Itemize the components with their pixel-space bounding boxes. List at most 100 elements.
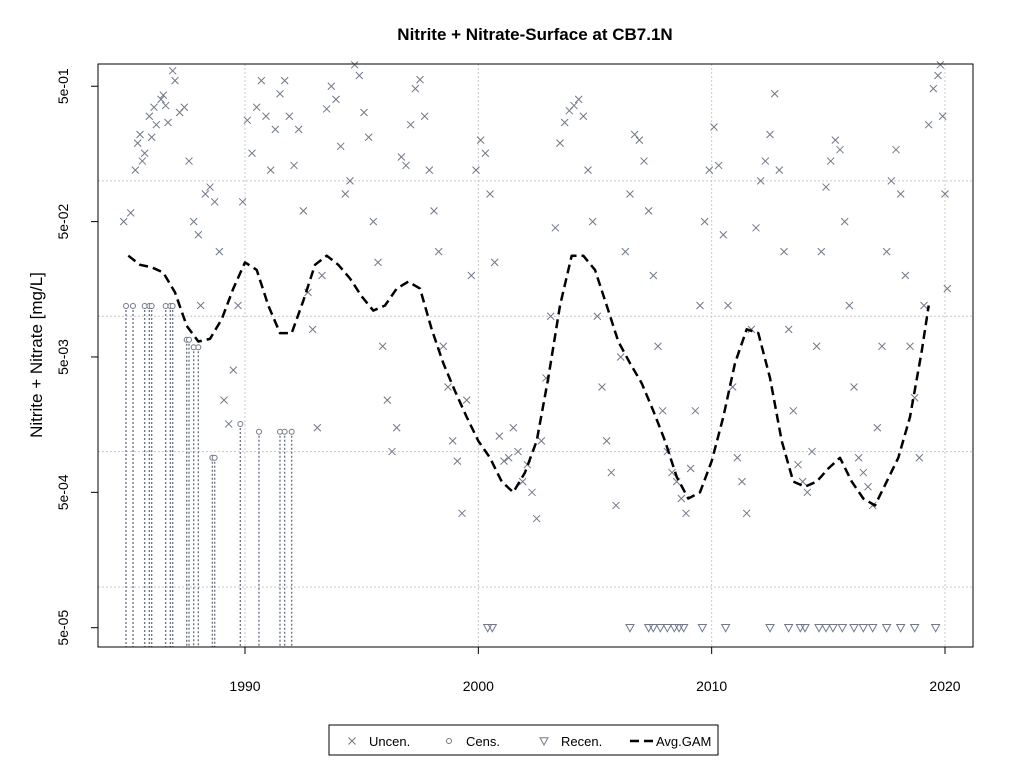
data-point-uncensored [476, 136, 485, 144]
data-point-uncensored [621, 247, 630, 256]
data-point-uncensored [901, 271, 910, 280]
data-point-uncensored [495, 432, 504, 441]
data-point-recensored [881, 623, 892, 633]
y-tick-label: 5e-03 [55, 339, 71, 375]
data-point-uncensored [150, 103, 158, 112]
data-point-uncensored [425, 166, 434, 174]
data-point-uncensored [612, 501, 620, 510]
data-point-censored [169, 302, 176, 309]
data-point-uncensored [598, 383, 606, 391]
data-point-uncensored [560, 118, 569, 127]
data-point-uncensored [220, 396, 228, 404]
data-point-recensored [895, 623, 906, 633]
data-point-uncensored [514, 447, 522, 456]
legend-box [328, 724, 719, 756]
data-point-uncensored [313, 423, 322, 432]
legend-symbol-recensored [539, 737, 549, 747]
data-point-uncensored [271, 125, 280, 134]
data-point-uncensored [308, 325, 317, 334]
data-point-uncensored [938, 112, 947, 121]
data-point-uncensored [873, 423, 882, 432]
data-point-censored [123, 302, 129, 309]
data-point-uncensored [262, 112, 270, 121]
data-point-uncensored [248, 149, 256, 158]
data-point-uncensored [411, 84, 420, 93]
data-point-recensored [655, 623, 666, 633]
data-point-uncensored [742, 509, 751, 518]
data-point-uncensored [430, 207, 438, 215]
data-point-uncensored [784, 325, 793, 334]
data-point-uncensored [840, 217, 849, 226]
data-point-uncensored [434, 247, 443, 256]
data-point-uncensored [602, 437, 611, 445]
data-point-uncensored [448, 437, 457, 445]
data-point-uncensored [528, 488, 536, 497]
x-tick-label: 2020 [929, 678, 960, 694]
legend-label: Cens. [466, 734, 500, 749]
legend-symbol-uncensored [348, 737, 356, 745]
data-point-censored [186, 336, 192, 343]
data-point-uncensored [920, 301, 928, 310]
data-point-recensored [837, 623, 848, 633]
y-tick-label: 5e-01 [55, 68, 71, 104]
data-point-uncensored [439, 342, 448, 351]
data-point-uncensored [882, 247, 891, 256]
x-tick-label: 1990 [229, 678, 260, 694]
data-point-uncensored [285, 112, 294, 121]
data-point-uncensored [276, 89, 284, 98]
data-point-uncensored [724, 301, 732, 310]
data-point-uncensored [593, 312, 602, 321]
data-point-uncensored [747, 325, 756, 334]
data-point-censored [195, 344, 202, 351]
data-point-uncensored [467, 271, 476, 280]
data-point-uncensored [626, 190, 634, 198]
data-point-uncensored [206, 183, 214, 191]
data-point-recensored [669, 623, 680, 633]
data-point-uncensored [210, 197, 219, 206]
data-point-recensored [697, 623, 708, 633]
data-point-uncensored [126, 209, 135, 217]
data-point-uncensored [196, 301, 205, 310]
data-point-uncensored [766, 130, 774, 139]
data-point-uncensored [794, 460, 802, 469]
data-point-uncensored [630, 130, 639, 139]
data-point-uncensored [364, 133, 373, 142]
data-point-uncensored [350, 60, 359, 69]
data-point-uncensored [588, 217, 597, 226]
plot-frame [97, 63, 974, 648]
data-point-recensored [765, 623, 775, 633]
data-point-uncensored [831, 136, 840, 144]
data-point-recensored [849, 623, 859, 633]
data-point-uncensored [140, 149, 149, 158]
data-point-uncensored [504, 453, 513, 462]
data-point-uncensored [346, 177, 354, 185]
data-point-uncensored [444, 383, 452, 391]
data-point-uncensored [257, 76, 266, 85]
data-point-uncensored [556, 139, 564, 147]
data-point-uncensored [854, 453, 863, 462]
data-point-uncensored [252, 103, 261, 112]
data-point-recensored [828, 623, 838, 633]
data-point-uncensored [318, 271, 326, 280]
data-point-uncensored [420, 112, 429, 121]
data-point-uncensored [644, 207, 653, 215]
data-point-uncensored [266, 166, 275, 174]
data-point-recensored [648, 623, 659, 633]
data-point-uncensored [696, 301, 704, 310]
data-point-uncensored [654, 342, 662, 351]
data-point-uncensored [392, 423, 401, 432]
data-point-uncensored [738, 477, 746, 486]
data-point-uncensored [719, 230, 728, 239]
legend-symbol-censored [446, 738, 452, 744]
chart-title: Nitrite + Nitrate-Surface at CB7.1N [397, 25, 672, 44]
x-tick-label: 2000 [463, 678, 494, 694]
data-point-uncensored [780, 247, 788, 256]
data-point-uncensored [808, 447, 816, 456]
data-point-uncensored [145, 112, 154, 121]
data-point-uncensored [453, 457, 462, 465]
data-point-uncensored [579, 112, 588, 121]
data-point-recensored [625, 623, 635, 633]
data-point-uncensored [402, 161, 410, 170]
data-point-uncensored [887, 177, 896, 185]
